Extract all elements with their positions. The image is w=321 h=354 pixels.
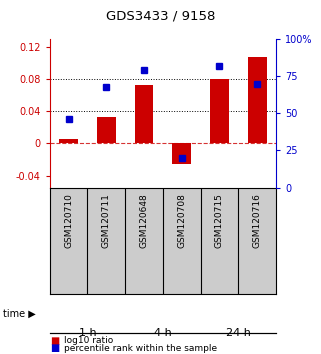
Text: 1 h: 1 h <box>79 328 96 338</box>
Bar <box>210 79 229 143</box>
Text: GSM120715: GSM120715 <box>215 193 224 248</box>
Bar <box>97 117 116 143</box>
Text: 24 h: 24 h <box>226 328 251 338</box>
Text: GSM120716: GSM120716 <box>253 193 262 248</box>
Text: GSM120648: GSM120648 <box>140 193 149 248</box>
Text: GSM120710: GSM120710 <box>64 193 73 248</box>
Text: log10 ratio: log10 ratio <box>64 336 113 345</box>
Text: percentile rank within the sample: percentile rank within the sample <box>64 344 217 353</box>
Text: ■: ■ <box>50 343 59 353</box>
Bar <box>248 57 267 143</box>
Text: ■: ■ <box>50 336 59 346</box>
Bar <box>172 143 191 164</box>
Text: GSM120708: GSM120708 <box>177 193 186 248</box>
Text: GSM120711: GSM120711 <box>102 193 111 248</box>
Text: GDS3433 / 9158: GDS3433 / 9158 <box>106 10 215 22</box>
Text: time ▶: time ▶ <box>3 308 36 318</box>
Text: 4 h: 4 h <box>154 328 172 338</box>
Bar <box>59 139 78 143</box>
Bar <box>134 85 153 143</box>
